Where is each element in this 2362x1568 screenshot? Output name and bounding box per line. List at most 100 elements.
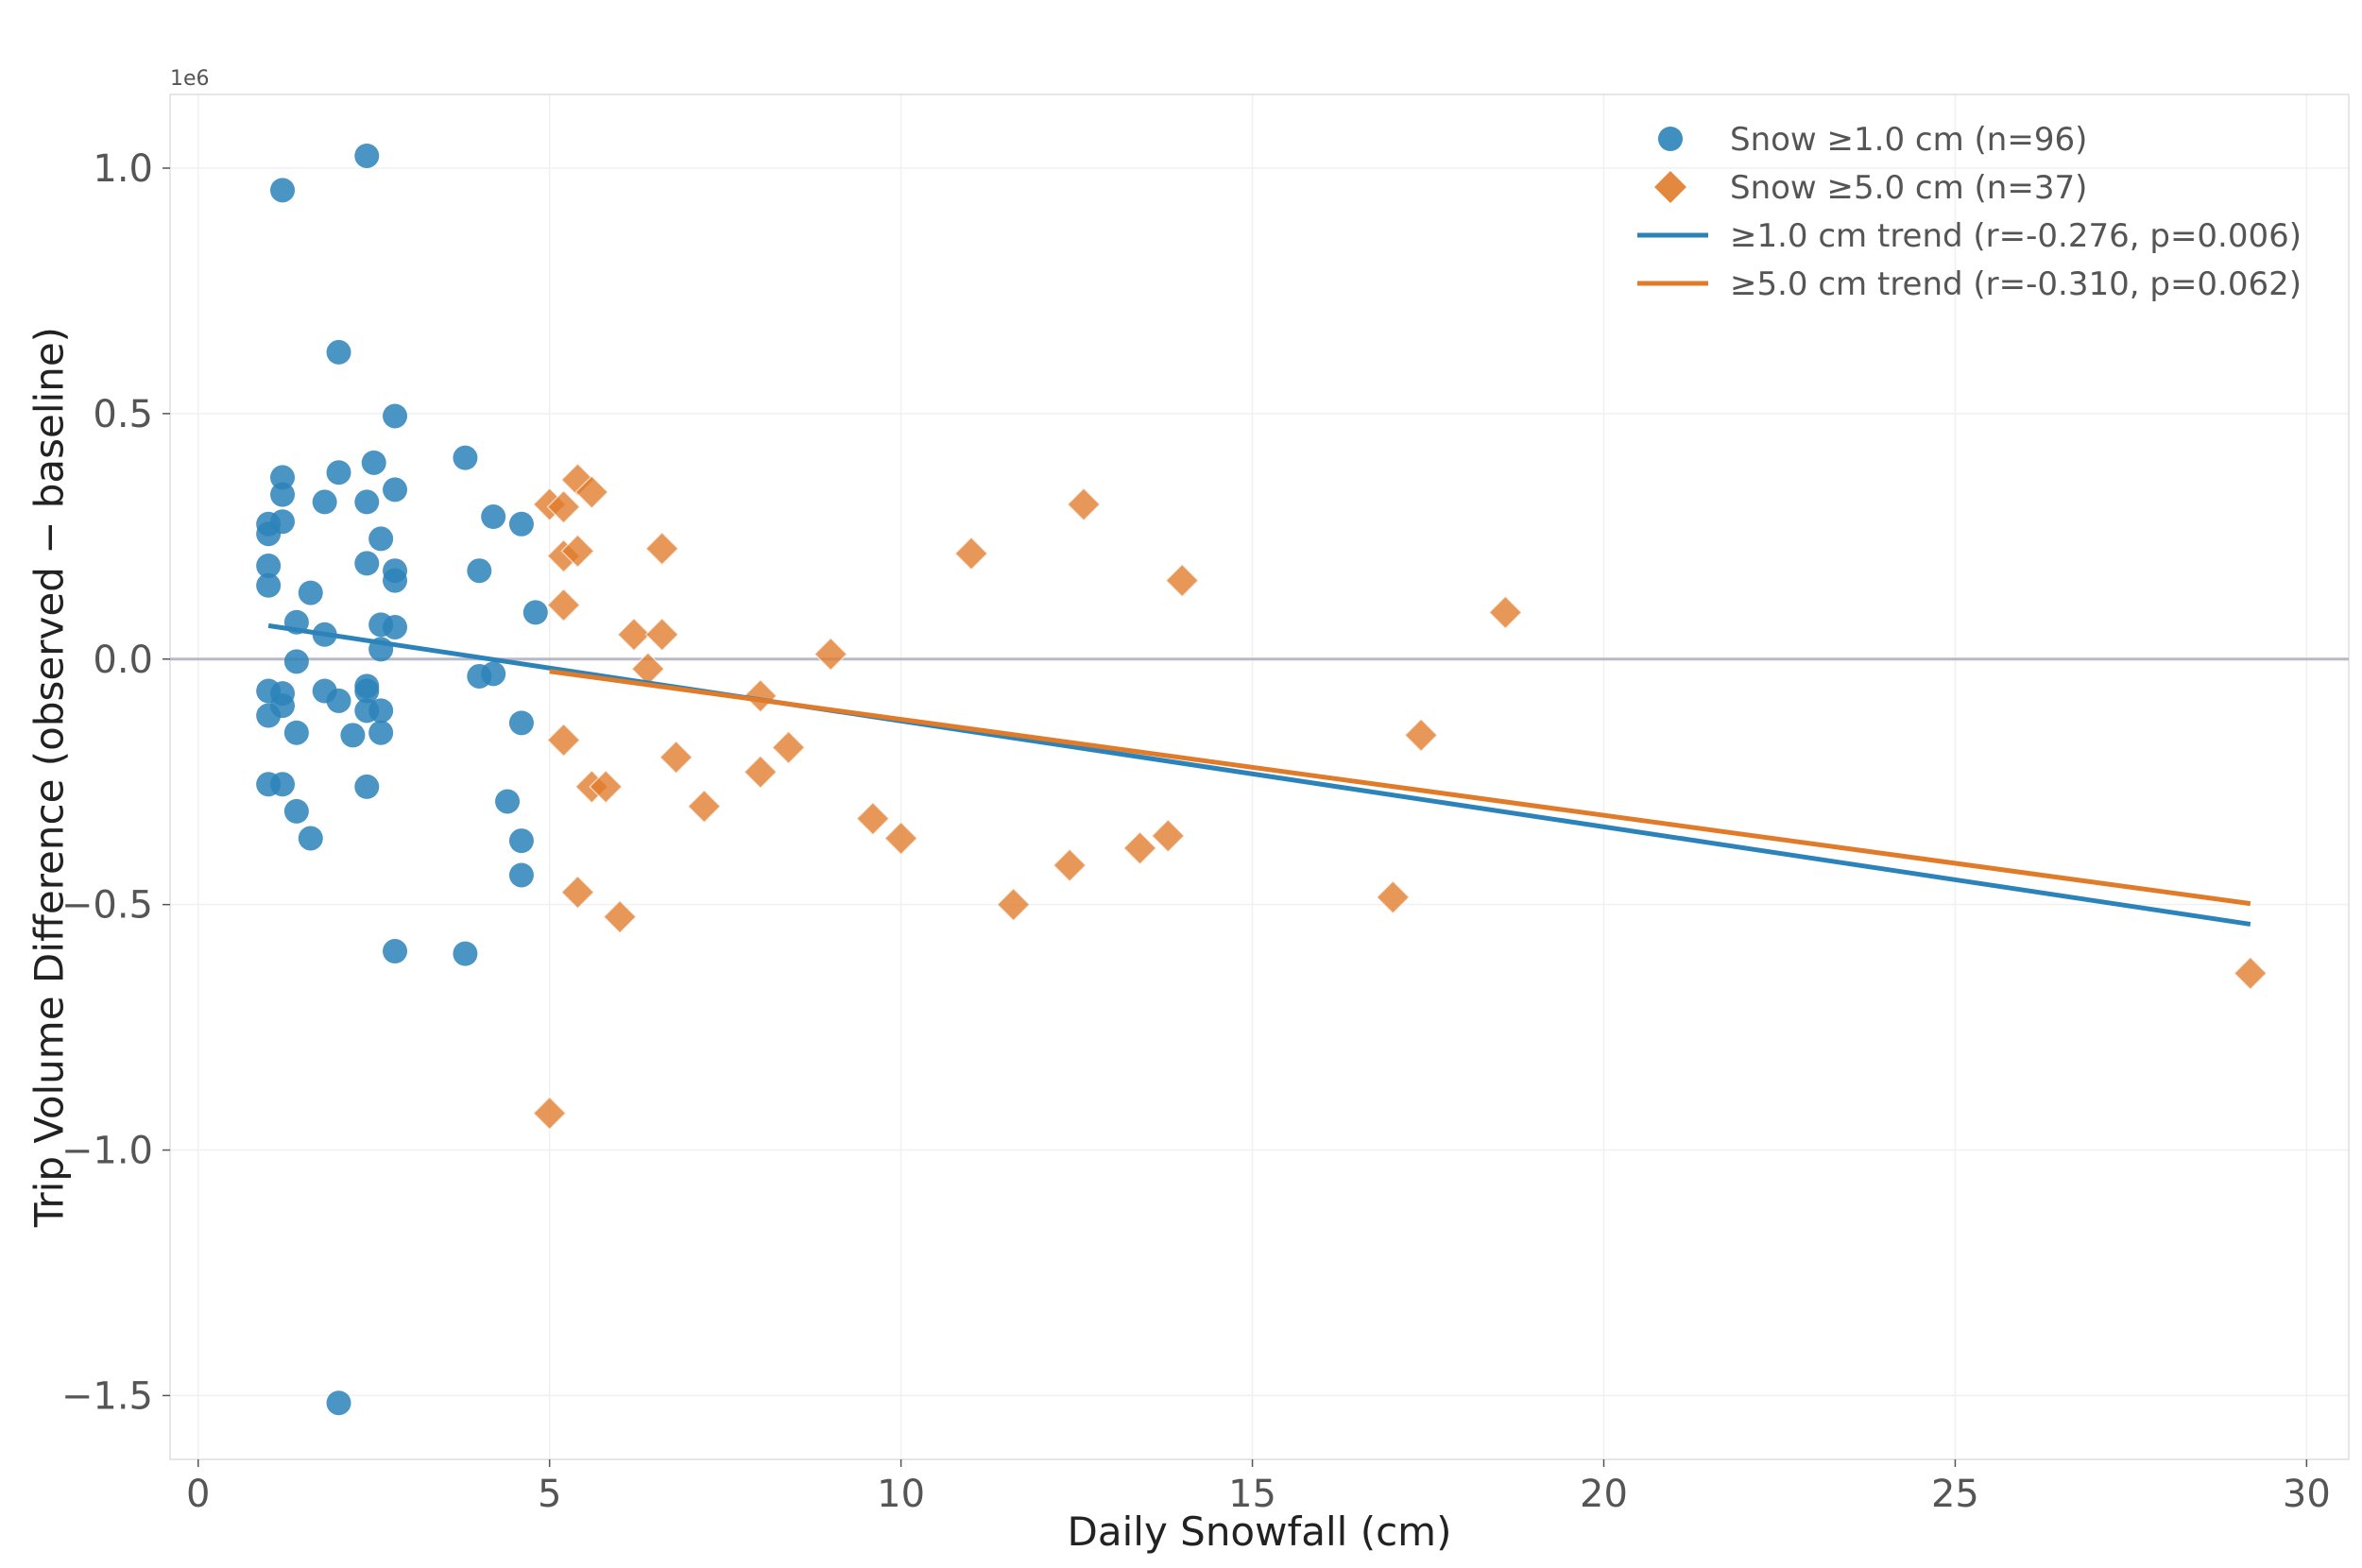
data-point-circle <box>270 178 296 203</box>
data-point-circle <box>508 511 534 537</box>
legend: Snow ≥1.0 cm (n=96) Snow ≥5.0 cm (n=37) ≥1… <box>1637 121 2302 303</box>
y-tick-label: −1.0 <box>61 1130 153 1173</box>
data-point-circle <box>383 939 408 964</box>
data-point-circle <box>326 1390 351 1416</box>
data-point-circle <box>298 580 323 605</box>
data-point-diamond <box>743 755 778 790</box>
data-point-diamond <box>546 588 581 622</box>
axis-ticks: 0 5 10 15 20 25 30 −1.5 −1.0 −0.5 0.0 0.5 1.0 <box>61 147 2331 1516</box>
data-point-circle <box>368 720 394 745</box>
data-point-circle <box>368 526 394 552</box>
data-point-circle <box>270 465 296 490</box>
y-tick-label: 0.5 <box>93 393 153 436</box>
data-point-diamond <box>771 730 806 765</box>
data-point-circle <box>508 710 534 736</box>
data-point-diamond <box>743 678 778 713</box>
x-tick-label: 15 <box>1228 1473 1276 1516</box>
data-point-circle <box>368 698 394 724</box>
data-point-diamond <box>546 723 581 758</box>
data-point-diamond <box>1122 830 1157 865</box>
data-point-circle <box>522 600 548 625</box>
x-tick-label: 5 <box>538 1473 561 1516</box>
data-point-circle <box>467 558 492 584</box>
data-point-circle <box>361 450 386 475</box>
x-tick-label: 0 <box>186 1473 210 1516</box>
data-point-diamond <box>1488 595 1523 630</box>
data-point-circle <box>270 509 296 535</box>
data-point-diamond <box>603 899 638 934</box>
legend-label: Snow ≥5.0 cm (n=37) <box>1730 169 2087 207</box>
data-point-circle <box>326 339 351 365</box>
trend-lines <box>267 622 2251 927</box>
data-point-diamond <box>589 769 624 804</box>
data-point-diamond <box>1066 486 1102 522</box>
x-axis-label: Daily Snowfall (cm) <box>1068 1508 1452 1555</box>
data-point-circle <box>354 143 380 168</box>
data-point-circle <box>508 828 534 854</box>
y-axis-offset-label: 1e6 <box>170 67 210 91</box>
data-point-circle <box>481 661 506 687</box>
y-tick-label: −1.5 <box>61 1374 153 1418</box>
data-point-circle <box>298 826 323 851</box>
data-point-circle <box>256 572 282 598</box>
data-point-circle <box>256 553 282 578</box>
y-tick-label: 0.0 <box>93 639 153 682</box>
data-point-diamond <box>813 637 848 672</box>
data-point-diamond <box>560 875 595 910</box>
data-point-diamond <box>996 887 1031 922</box>
trend-line <box>549 669 2251 907</box>
x-tick-label: 10 <box>877 1473 925 1516</box>
legend-label: ≥5.0 cm trend (r=-0.310, p=0.062) <box>1730 265 2302 303</box>
data-point-diamond <box>855 801 890 836</box>
data-point-diamond <box>1165 563 1200 598</box>
data-point-circle <box>354 551 380 576</box>
data-point-diamond <box>1151 818 1186 853</box>
data-point-circle <box>383 477 408 503</box>
data-point-diamond <box>560 534 595 569</box>
data-point-diamond <box>546 489 581 524</box>
data-point-diamond <box>953 536 989 571</box>
data-point-diamond <box>574 474 609 510</box>
x-tick-label: 25 <box>1931 1473 1979 1516</box>
data-point-diamond <box>1053 848 1087 883</box>
data-point-circle <box>495 789 521 814</box>
data-point-circle <box>354 489 380 515</box>
data-point-circle <box>354 678 380 704</box>
data-point-circle <box>508 862 534 888</box>
data-point-diamond <box>644 617 679 652</box>
data-point-circle <box>283 798 309 824</box>
y-tick-label: −0.5 <box>61 884 153 928</box>
data-point-circle <box>270 482 296 507</box>
data-point-circle <box>383 403 408 429</box>
data-point-circle <box>453 445 478 470</box>
data-point-diamond <box>2233 956 2268 991</box>
legend-marker-diamond <box>1654 171 1686 203</box>
data-point-circle <box>383 614 408 639</box>
y-axis-label: Trip Volume Difference (observed − basel… <box>26 327 73 1228</box>
data-point-diamond <box>644 531 679 566</box>
data-point-circle <box>383 568 408 593</box>
data-point-diamond <box>1376 879 1411 914</box>
y-tick-label: 1.0 <box>93 147 153 191</box>
data-point-diamond <box>687 789 722 824</box>
data-point-diamond <box>883 821 918 856</box>
data-point-circle <box>354 774 380 799</box>
data-point-circle <box>283 649 309 674</box>
data-point-circle <box>326 688 351 713</box>
legend-marker-circle <box>1658 127 1683 151</box>
data-point-circle <box>270 772 296 797</box>
data-point-diamond <box>616 617 652 652</box>
data-point-circle <box>481 504 506 530</box>
data-point-circle <box>283 720 309 745</box>
trend-line <box>267 622 2251 927</box>
data-point-circle <box>340 723 366 748</box>
legend-label: ≥1.0 cm trend (r=-0.276, p=0.006) <box>1730 217 2302 255</box>
data-point-circle <box>312 489 337 515</box>
plot-frame <box>169 94 2350 1460</box>
x-tick-label: 30 <box>2283 1473 2331 1516</box>
data-point-diamond <box>659 740 693 775</box>
legend-label: Snow ≥1.0 cm (n=96) <box>1730 121 2087 159</box>
data-point-circle <box>326 460 351 486</box>
